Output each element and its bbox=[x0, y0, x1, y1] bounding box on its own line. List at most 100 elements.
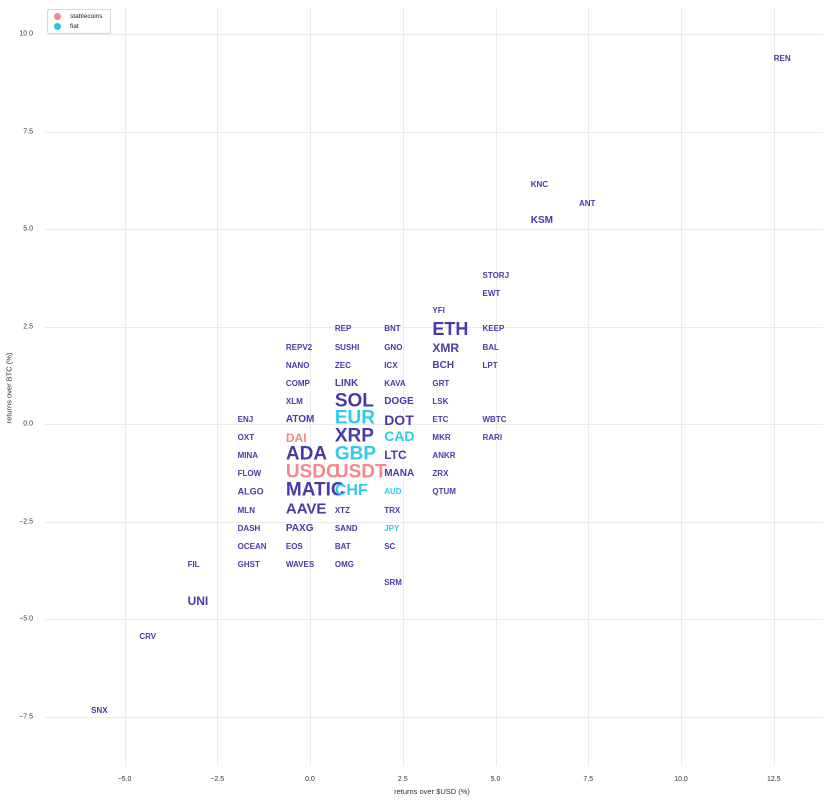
x-gridline bbox=[124, 8, 126, 766]
y-gridline bbox=[45, 326, 823, 328]
x-gridline bbox=[495, 8, 497, 766]
point-label-wbtc: WBTC bbox=[482, 415, 507, 425]
point-label-yfi: YFI bbox=[432, 305, 445, 315]
point-label-sc: SC bbox=[384, 541, 396, 551]
point-label-mana: MANA bbox=[384, 467, 415, 479]
point-label-eth: ETH bbox=[432, 318, 469, 339]
point-label-zec: ZEC bbox=[334, 360, 351, 370]
point-label-sushi: SUSHI bbox=[334, 342, 360, 352]
point-label-comp: COMP bbox=[285, 378, 310, 388]
x-gridline bbox=[310, 8, 311, 766]
x-axis-label: returns over $USD (%) bbox=[394, 787, 470, 796]
point-label-bch: BCH bbox=[432, 359, 455, 371]
x-tick-label: 0.0 bbox=[305, 776, 315, 783]
point-label-ksm: KSM bbox=[530, 215, 553, 227]
y-gridline bbox=[45, 34, 823, 35]
point-label-xrp: XRP bbox=[334, 425, 374, 447]
y-tick-label: 10.0 bbox=[19, 30, 33, 38]
point-label-ankr: ANKR bbox=[432, 450, 456, 460]
point-label-xmr: XMR bbox=[432, 340, 460, 355]
point-label-ghst: GHST bbox=[237, 560, 260, 570]
point-label-cad: CAD bbox=[384, 428, 415, 445]
point-label-usdt: USDT bbox=[334, 461, 387, 483]
y-tick-label: 7.5 bbox=[23, 128, 33, 135]
x-gridline bbox=[681, 8, 682, 766]
point-label-nano: NANO bbox=[285, 360, 310, 370]
point-label-mina: MINA bbox=[237, 450, 259, 460]
point-label-gbp: GBP bbox=[334, 443, 377, 465]
point-label-bnt: BNT bbox=[384, 323, 401, 333]
point-label-lpt: LPT bbox=[482, 360, 498, 370]
point-label-zrx: ZRX bbox=[432, 468, 449, 478]
point-label-trx: TRX bbox=[384, 505, 401, 515]
point-label-knc: KNC bbox=[530, 179, 549, 189]
legend-label: fiat bbox=[70, 23, 79, 30]
point-label-aave: AAVE bbox=[285, 500, 327, 518]
y-gridline bbox=[45, 716, 823, 718]
legend-item-fiat: fiat bbox=[54, 22, 79, 31]
point-label-ant: ANT bbox=[578, 199, 596, 209]
point-label-paxg: PAXG bbox=[285, 522, 314, 534]
point-label-aud: AUD bbox=[384, 486, 402, 496]
point-label-kava: KAVA bbox=[384, 378, 406, 388]
point-label-ewt: EWT bbox=[482, 289, 501, 299]
point-label-bal: BAL bbox=[482, 342, 499, 352]
y-tick-label: −7.5 bbox=[19, 713, 33, 720]
y-tick-label: 5.0 bbox=[23, 225, 33, 233]
point-label-storj: STORJ bbox=[482, 270, 510, 280]
point-label-dash: DASH bbox=[237, 523, 261, 533]
x-tick-label: −2.5 bbox=[210, 776, 225, 783]
point-label-ada: ADA bbox=[285, 443, 328, 465]
point-label-dai: DAI bbox=[285, 431, 307, 446]
point-label-uni: UNI bbox=[187, 594, 209, 609]
point-label-chf: CHF bbox=[334, 482, 368, 500]
y-tick-label: −5.0 bbox=[19, 615, 33, 623]
point-label-sand: SAND bbox=[334, 523, 358, 533]
point-label-rep: REP bbox=[334, 323, 352, 333]
point-label-algo: ALGO bbox=[237, 486, 264, 497]
point-label-mkr: MKR bbox=[432, 433, 451, 443]
point-label-lsk: LSK bbox=[432, 397, 449, 407]
legend: stablecoins fiat bbox=[47, 9, 111, 34]
stablecoins-marker-icon bbox=[54, 13, 61, 20]
point-label-link: LINK bbox=[334, 377, 359, 389]
point-label-xlm: XLM bbox=[285, 397, 303, 407]
point-label-xtz: XTZ bbox=[334, 505, 350, 515]
point-label-bat: BAT bbox=[334, 541, 351, 551]
x-gridline bbox=[588, 8, 590, 766]
point-label-snx: SNX bbox=[91, 706, 108, 716]
point-label-enj: ENJ bbox=[237, 415, 254, 425]
point-label-flow: FLOW bbox=[237, 468, 262, 478]
point-label-atom: ATOM bbox=[285, 414, 315, 426]
point-label-sol: SOL bbox=[334, 390, 374, 412]
x-tick-label: 7.5 bbox=[583, 776, 594, 783]
x-tick-label: −5.0 bbox=[117, 776, 132, 783]
y-gridline bbox=[45, 521, 823, 523]
x-tick-label: 12.5 bbox=[766, 776, 781, 783]
point-label-matic: MATIC bbox=[285, 479, 345, 501]
point-label-repv2: REPV2 bbox=[285, 342, 313, 352]
y-tick-label: 2.5 bbox=[23, 323, 33, 330]
point-label-ltc: LTC bbox=[384, 448, 407, 463]
point-label-crv: CRV bbox=[139, 631, 157, 641]
y-gridline bbox=[45, 619, 823, 620]
point-label-icx: ICX bbox=[384, 360, 398, 370]
x-tick-label: 10.0 bbox=[674, 776, 688, 783]
legend-item-stablecoins: stablecoins bbox=[54, 12, 103, 21]
y-tick-label: 0.0 bbox=[23, 420, 33, 428]
point-label-oxt: OXT bbox=[237, 433, 255, 443]
point-label-ren: REN bbox=[773, 54, 791, 64]
point-label-qtum: QTUM bbox=[432, 486, 456, 496]
y-gridline bbox=[45, 131, 823, 133]
point-label-fil: FIL bbox=[187, 560, 200, 570]
y-axis-label: returns over BTC (%) bbox=[4, 352, 14, 424]
point-label-ocean: OCEAN bbox=[237, 541, 267, 551]
point-label-gno: GNO bbox=[384, 342, 403, 352]
x-gridline bbox=[217, 8, 219, 766]
point-label-eos: EOS bbox=[285, 541, 303, 551]
legend-label: stablecoins bbox=[70, 13, 103, 20]
point-label-rari: RARI bbox=[482, 433, 503, 443]
point-label-srm: SRM bbox=[384, 578, 402, 588]
point-label-etc: ETC bbox=[432, 415, 449, 425]
point-label-keep: KEEP bbox=[482, 323, 505, 333]
